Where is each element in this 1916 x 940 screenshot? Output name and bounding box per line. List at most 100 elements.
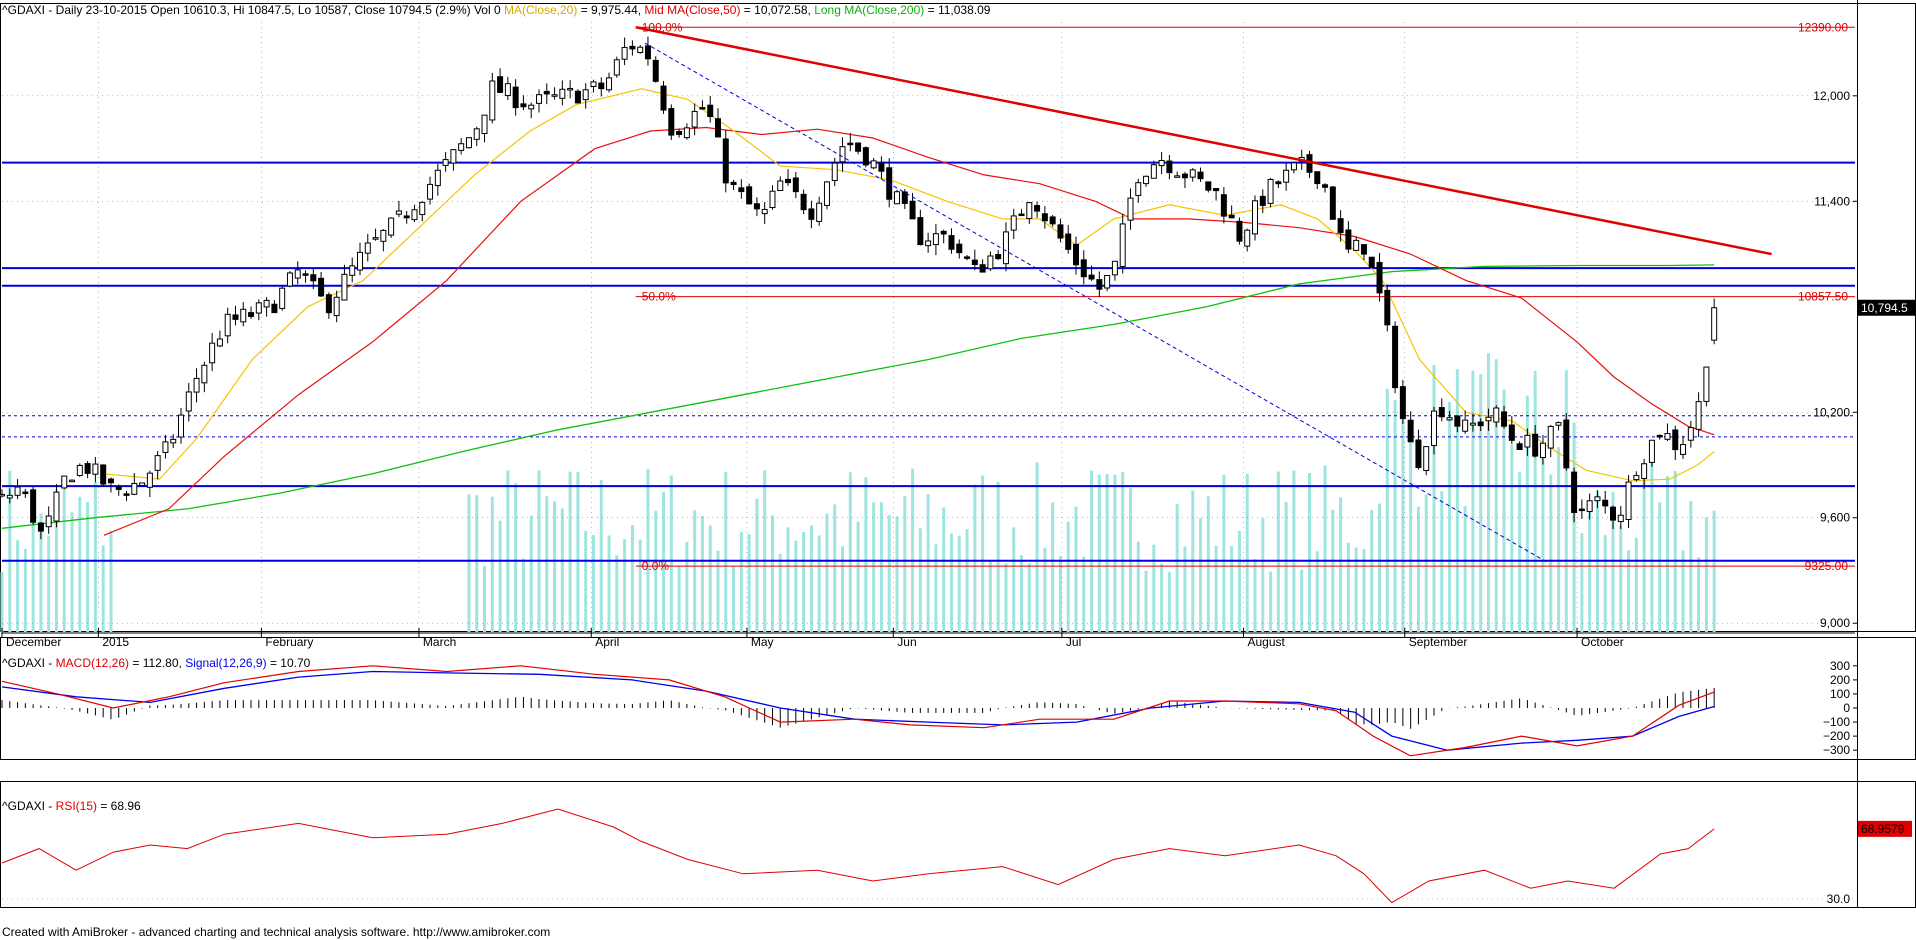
candle-body bbox=[318, 277, 325, 297]
volume-bar bbox=[1121, 472, 1125, 632]
volume-bar bbox=[86, 502, 90, 632]
candle-body bbox=[1322, 184, 1329, 188]
volume-bar bbox=[1167, 571, 1171, 632]
candle-body bbox=[53, 491, 60, 522]
volume-bar bbox=[1634, 537, 1638, 632]
candle-body bbox=[1119, 223, 1126, 267]
volume-bar bbox=[755, 498, 759, 632]
candle-body bbox=[1213, 188, 1220, 192]
candle-body bbox=[1049, 216, 1056, 225]
candle-body bbox=[380, 229, 387, 242]
candle-body bbox=[1088, 274, 1095, 280]
candle-body bbox=[1166, 160, 1173, 174]
volume-bar bbox=[1650, 462, 1654, 632]
header-info: - Daily 23-10-2015 Open 10610.3, Hi 1084… bbox=[48, 3, 501, 17]
candle-body bbox=[302, 273, 309, 276]
candle-body bbox=[528, 104, 535, 110]
candle-body bbox=[792, 177, 799, 193]
candle-body bbox=[901, 191, 908, 204]
candle-body bbox=[917, 217, 924, 246]
volume-bar bbox=[1518, 472, 1522, 632]
volume-bar bbox=[47, 535, 51, 632]
volume-bar bbox=[669, 475, 673, 632]
candle-body bbox=[1018, 213, 1025, 217]
candle-body bbox=[598, 82, 605, 90]
volume-bar bbox=[677, 565, 681, 632]
candle-body bbox=[855, 142, 862, 152]
volume-bar bbox=[911, 468, 915, 632]
candle-body bbox=[1454, 415, 1461, 427]
rsi-title: ^GDAXI - RSI(15) = 68.96 bbox=[2, 799, 141, 813]
volume-bar bbox=[1525, 395, 1529, 632]
candle-body bbox=[1648, 439, 1655, 463]
volume-bar bbox=[475, 495, 479, 632]
volume-bar bbox=[1564, 370, 1568, 632]
candle-body bbox=[1695, 401, 1702, 430]
candle-body bbox=[240, 308, 247, 323]
volume-bar bbox=[1533, 370, 1537, 632]
candle-body bbox=[1594, 496, 1601, 502]
rsi-symbol: ^GDAXI - bbox=[2, 799, 52, 813]
volume-bar bbox=[1315, 551, 1319, 632]
fib-level-value: 12390.00 bbox=[1798, 20, 1848, 34]
candle-body bbox=[1251, 200, 1258, 235]
volume-bar bbox=[1557, 447, 1561, 632]
volume-bar bbox=[825, 513, 829, 632]
volume-bar bbox=[1051, 502, 1055, 632]
candle-body bbox=[1384, 289, 1391, 326]
volume-bar bbox=[584, 531, 588, 632]
candle-body bbox=[458, 143, 465, 151]
rsi-label: RSI(15) bbox=[56, 799, 97, 813]
candle-body bbox=[1205, 181, 1212, 191]
candle-body bbox=[551, 94, 558, 97]
volume-bar bbox=[568, 471, 572, 632]
candle-body bbox=[1563, 419, 1570, 469]
macd-tick-label: −300 bbox=[1823, 743, 1850, 757]
candle-body bbox=[730, 181, 737, 185]
volume-bar bbox=[802, 531, 806, 632]
candle-body bbox=[481, 114, 488, 135]
candle-body bbox=[216, 338, 223, 347]
candle-body bbox=[1446, 417, 1453, 421]
candle-body bbox=[1096, 279, 1103, 290]
candle-body bbox=[1407, 419, 1414, 443]
volume-bar bbox=[1463, 506, 1467, 632]
candle-body bbox=[349, 265, 356, 276]
volume-bar bbox=[1237, 530, 1241, 632]
rsi-tick-label: 30.0 bbox=[1827, 892, 1851, 906]
volume-bar bbox=[856, 521, 860, 632]
candle-body bbox=[14, 486, 21, 496]
candle-body bbox=[1578, 508, 1585, 512]
date-tick-label: Jul bbox=[1066, 635, 1081, 649]
candle-body bbox=[1158, 159, 1165, 167]
candle-body bbox=[325, 294, 332, 314]
candle-body bbox=[1625, 481, 1632, 520]
candle-body bbox=[61, 475, 68, 489]
candle-body bbox=[785, 178, 792, 184]
candle-body bbox=[177, 414, 184, 438]
volume-bar bbox=[599, 479, 603, 632]
candle-body bbox=[1711, 307, 1718, 341]
candle-body bbox=[668, 108, 675, 136]
volume-bar bbox=[1035, 462, 1039, 632]
candle-body bbox=[1259, 195, 1266, 206]
volume-bar bbox=[1160, 563, 1164, 632]
candle-body bbox=[465, 137, 472, 149]
volume-bar bbox=[1673, 470, 1677, 632]
candle-body bbox=[107, 478, 114, 484]
candle-body bbox=[738, 187, 745, 193]
candle-body bbox=[1469, 422, 1476, 426]
macd-value: = 112.80, bbox=[132, 656, 182, 670]
price-tick-label: 10,200 bbox=[1813, 405, 1850, 419]
volume-bar bbox=[809, 525, 813, 632]
volume-bar bbox=[1502, 389, 1506, 632]
candle-body bbox=[209, 342, 216, 364]
price-tick-label: 9,600 bbox=[1820, 511, 1850, 525]
candle-body bbox=[193, 377, 200, 393]
candle-body bbox=[893, 191, 900, 205]
volume-bar bbox=[848, 472, 852, 632]
candle-body bbox=[1423, 446, 1430, 472]
candle-body bbox=[185, 391, 192, 412]
ma20-label: MA(Close,20) bbox=[504, 3, 577, 17]
volume-bar bbox=[1020, 555, 1024, 632]
